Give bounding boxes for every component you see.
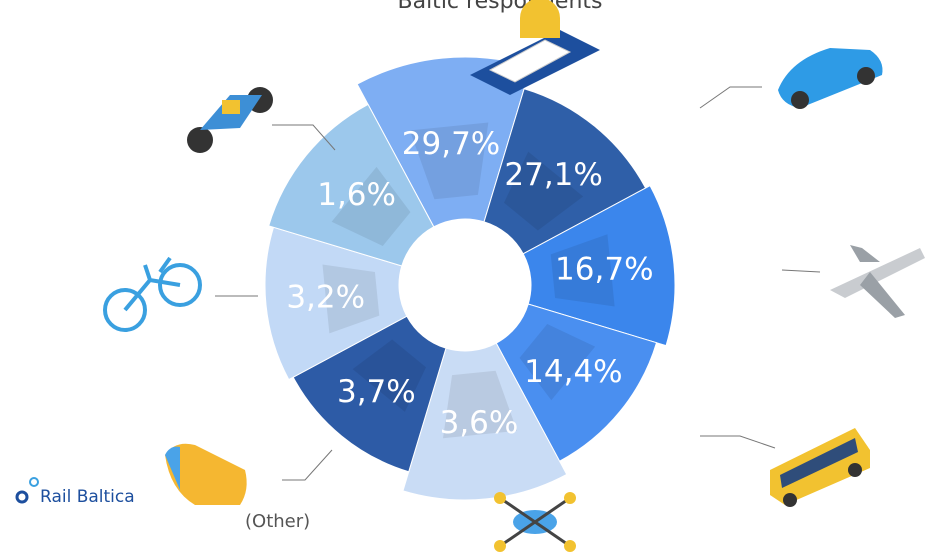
leader-line: [700, 435, 776, 449]
ring: [264, 56, 676, 501]
sector-shade: [503, 151, 584, 231]
value-label: 29,7%: [402, 126, 500, 162]
value-label: 3,6%: [440, 405, 519, 441]
leader-line: [282, 449, 333, 481]
sector-shade: [550, 234, 615, 307]
drone-icon: [494, 492, 576, 552]
leader-line: [699, 86, 762, 109]
sector-shade: [409, 122, 489, 200]
sector-shade: [322, 264, 380, 334]
value-label: 3,2%: [286, 279, 365, 315]
car-icon: [778, 48, 883, 109]
value-label: 3,7%: [337, 374, 416, 410]
value-label: 14,4%: [524, 354, 622, 390]
labels: 29,7%27,1% 16,7% 14,4%3,6% 3,7% 3,2% 1,6%: [286, 126, 653, 441]
other-label: (Other): [245, 511, 310, 532]
chart-title: Baltic respondents: [398, 0, 603, 14]
center-hole: [399, 219, 531, 351]
train-icon: [470, 0, 600, 95]
logo-mark: [29, 477, 39, 487]
sector-shade: [352, 339, 427, 412]
value-label: 27,1%: [504, 157, 602, 193]
logo-mark: [15, 490, 29, 504]
bicycle-icon: [103, 256, 202, 332]
motorcycle-icon: [187, 87, 273, 153]
sector-shade: [442, 370, 518, 439]
sector-shade: [331, 166, 411, 247]
vr-icon: [165, 443, 247, 505]
sector-shade: [519, 323, 596, 401]
leader-line: [272, 124, 336, 151]
leader-line: [781, 269, 821, 273]
bus-icon: [770, 428, 870, 507]
value-label: 1,6%: [317, 177, 396, 213]
plane-icon: [830, 245, 925, 318]
logo: Rail Baltica: [40, 487, 135, 507]
value-label: 16,7%: [555, 252, 653, 288]
